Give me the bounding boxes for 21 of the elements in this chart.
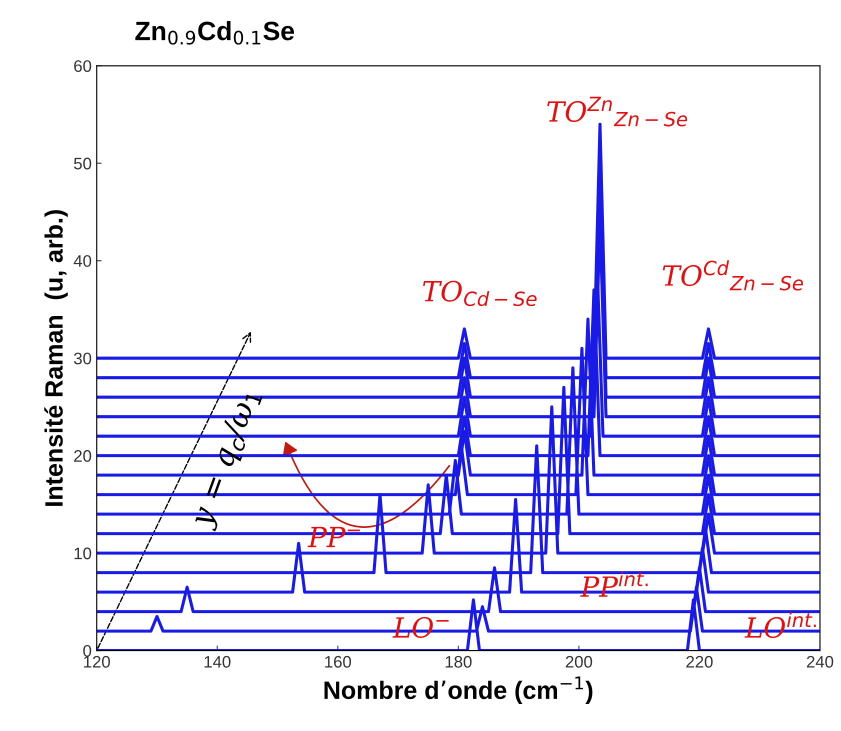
- chart-title: Zn$_{0.9}$Cd$_{0.1}$Se: [135, 20, 294, 45]
- x-tick-label: 220: [686, 656, 713, 668]
- x-tick-label: 160: [325, 656, 352, 668]
- y-tick-label: 0: [83, 644, 92, 657]
- y-tick-label: 10: [74, 548, 92, 560]
- annotation: TO$_{Cd−Se}$: [423, 280, 537, 306]
- annotation: y = q$_{c}$/ω$_{1}$: [188, 387, 264, 532]
- x-tick-label: 140: [204, 656, 231, 668]
- y-tick-label: 20: [74, 450, 92, 462]
- annotation: TO$^{Zn}$$_{Zn−Se}$: [547, 96, 688, 126]
- y-tick-label: 30: [74, 352, 92, 364]
- annotation: TO$^{Cd}$$_{Zn−Se}$: [662, 260, 803, 291]
- y-tick-label: 50: [74, 158, 92, 170]
- y-tick-label: 40: [74, 255, 92, 267]
- y-tick-label: 60: [74, 60, 92, 72]
- y-axis-title: Intensité Raman (u, arb.): [44, 210, 68, 506]
- x-tick-label: 120: [84, 656, 110, 668]
- x-tick-label: 240: [806, 656, 834, 668]
- x-tick-label: 200: [566, 656, 592, 668]
- x-axis-title: Nombre d’onde (cm$^{−1}$): [324, 676, 592, 704]
- x-tick-label: 180: [446, 656, 472, 668]
